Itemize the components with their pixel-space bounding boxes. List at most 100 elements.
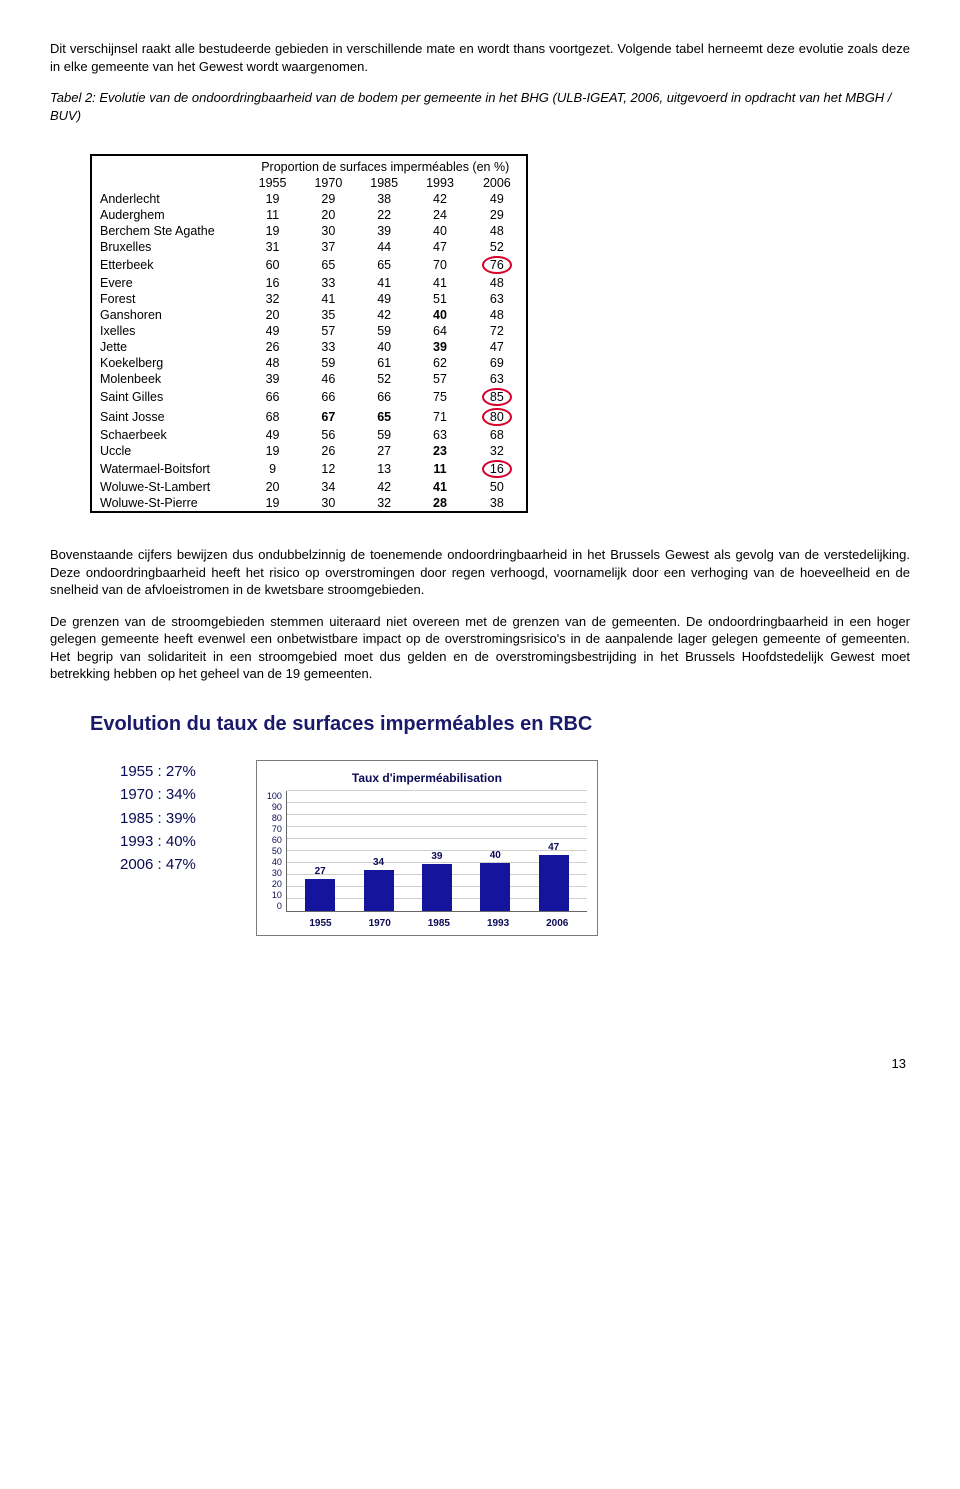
chart-bar-rect [539,855,569,911]
table-cell: 28 [412,495,468,511]
evolution-slide: Evolution du taux de surfaces imperméabl… [90,713,870,936]
table-cell: 20 [245,307,301,323]
bar-chart: Taux d'imperméabilisation 10090807060504… [256,760,598,936]
table-cell: 20 [300,207,356,223]
y-tick-label: 50 [272,846,282,856]
table-cell: 26 [245,339,301,355]
table-row: Woluwe-St-Lambert2034424150 [92,479,526,495]
y-tick-label: 90 [272,802,282,812]
table-row: Forest3241495163 [92,291,526,307]
y-tick-label: 40 [272,857,282,867]
chart-bar-value: 39 [431,851,442,862]
table-cell: 48 [245,355,301,371]
table-cell: 52 [468,239,526,255]
table-row-label: Ganshoren [92,307,245,323]
x-tick-label: 1955 [301,918,341,929]
table-cell: 65 [356,255,412,275]
chart-bar-value: 47 [548,842,559,853]
table-row-label: Anderlecht [92,191,245,207]
y-tick-label: 0 [277,901,282,911]
table-caption: Tabel 2: Evolutie van de ondoordringbaar… [50,89,910,124]
table-cell: 64 [412,323,468,339]
slide-title: Evolution du taux de surfaces imperméabl… [90,713,870,736]
table-cell: 35 [300,307,356,323]
table-cell: 49 [356,291,412,307]
x-tick-label: 1985 [419,918,459,929]
table-year-header: 1993 [412,175,468,191]
table-cell: 19 [245,223,301,239]
year-percentage-item: 1970 : 34% [120,783,196,806]
table-year-header: 1985 [356,175,412,191]
table-cell: 49 [245,427,301,443]
y-tick-label: 20 [272,879,282,889]
table-cell: 59 [356,323,412,339]
table-cell: 29 [468,207,526,223]
chart-bar-value: 27 [315,866,326,877]
table-cell: 70 [412,255,468,275]
chart-bar: 34 [364,857,394,911]
year-percentage-item: 2006 : 47% [120,853,196,876]
table-row: Saint Gilles6666667585 [92,387,526,407]
body-paragraph-2: De grenzen van de stroomgebieden stemmen… [50,613,910,683]
chart-plot-area: 27 34 39 40 47 [286,791,587,912]
table-row: Ixelles4957596472 [92,323,526,339]
table-row: Jette2633403947 [92,339,526,355]
table-row: Uccle1926272332 [92,443,526,459]
table-row: Saint Josse6867657180 [92,407,526,427]
table-cell: 33 [300,339,356,355]
table-cell: 40 [412,223,468,239]
table-cell: 33 [300,275,356,291]
page-number: 13 [50,1056,910,1071]
chart-bar-value: 40 [490,850,501,861]
chart-gridline [287,814,587,815]
table-cell: 75 [412,387,468,407]
y-tick-label: 30 [272,868,282,878]
table-cell: 56 [300,427,356,443]
table-year-row: 19551970198519932006 [92,175,526,191]
chart-y-axis: 1009080706050403020100 [267,791,286,911]
chart-title: Taux d'imperméabilisation [267,771,587,785]
table-cell: 66 [300,387,356,407]
table-cell: 19 [245,443,301,459]
table-cell: 66 [356,387,412,407]
table-row-label: Watermael-Boitsfort [92,459,245,479]
table-cell: 32 [356,495,412,511]
table-row-label: Molenbeek [92,371,245,387]
table-cell: 26 [300,443,356,459]
table-cell: 67 [300,407,356,427]
table-cell: 63 [468,291,526,307]
chart-gridline [287,838,587,839]
table-cell: 63 [468,371,526,387]
table-cell: 27 [356,443,412,459]
table-cell: 50 [468,479,526,495]
table-cell: 68 [245,407,301,427]
table-cell: 39 [412,339,468,355]
table-row-label: Etterbeek [92,255,245,275]
table-row: Auderghem1120222429 [92,207,526,223]
table-cell: 42 [412,191,468,207]
table-cell: 41 [412,275,468,291]
chart-bar-rect [305,879,335,911]
table-year-header: 1955 [245,175,301,191]
table-row-label: Ixelles [92,323,245,339]
chart-bar-rect [480,863,510,911]
table-cell: 42 [356,479,412,495]
table-cell: 30 [300,223,356,239]
table-cell: 47 [412,239,468,255]
table-row: Berchem Ste Agathe1930394048 [92,223,526,239]
table-cell: 20 [245,479,301,495]
table-cell: 47 [468,339,526,355]
table-cell: 57 [412,371,468,387]
table-cell: 32 [245,291,301,307]
table-cell: 51 [412,291,468,307]
table-cell: 42 [356,307,412,323]
table-cell: 29 [300,191,356,207]
table-cell: 31 [245,239,301,255]
table-cell: 49 [468,191,526,207]
table-cell: 38 [468,495,526,511]
table-cell: 24 [412,207,468,223]
table-cell: 52 [356,371,412,387]
table-cell: 41 [300,291,356,307]
table-cell: 69 [468,355,526,371]
table-cell: 44 [356,239,412,255]
